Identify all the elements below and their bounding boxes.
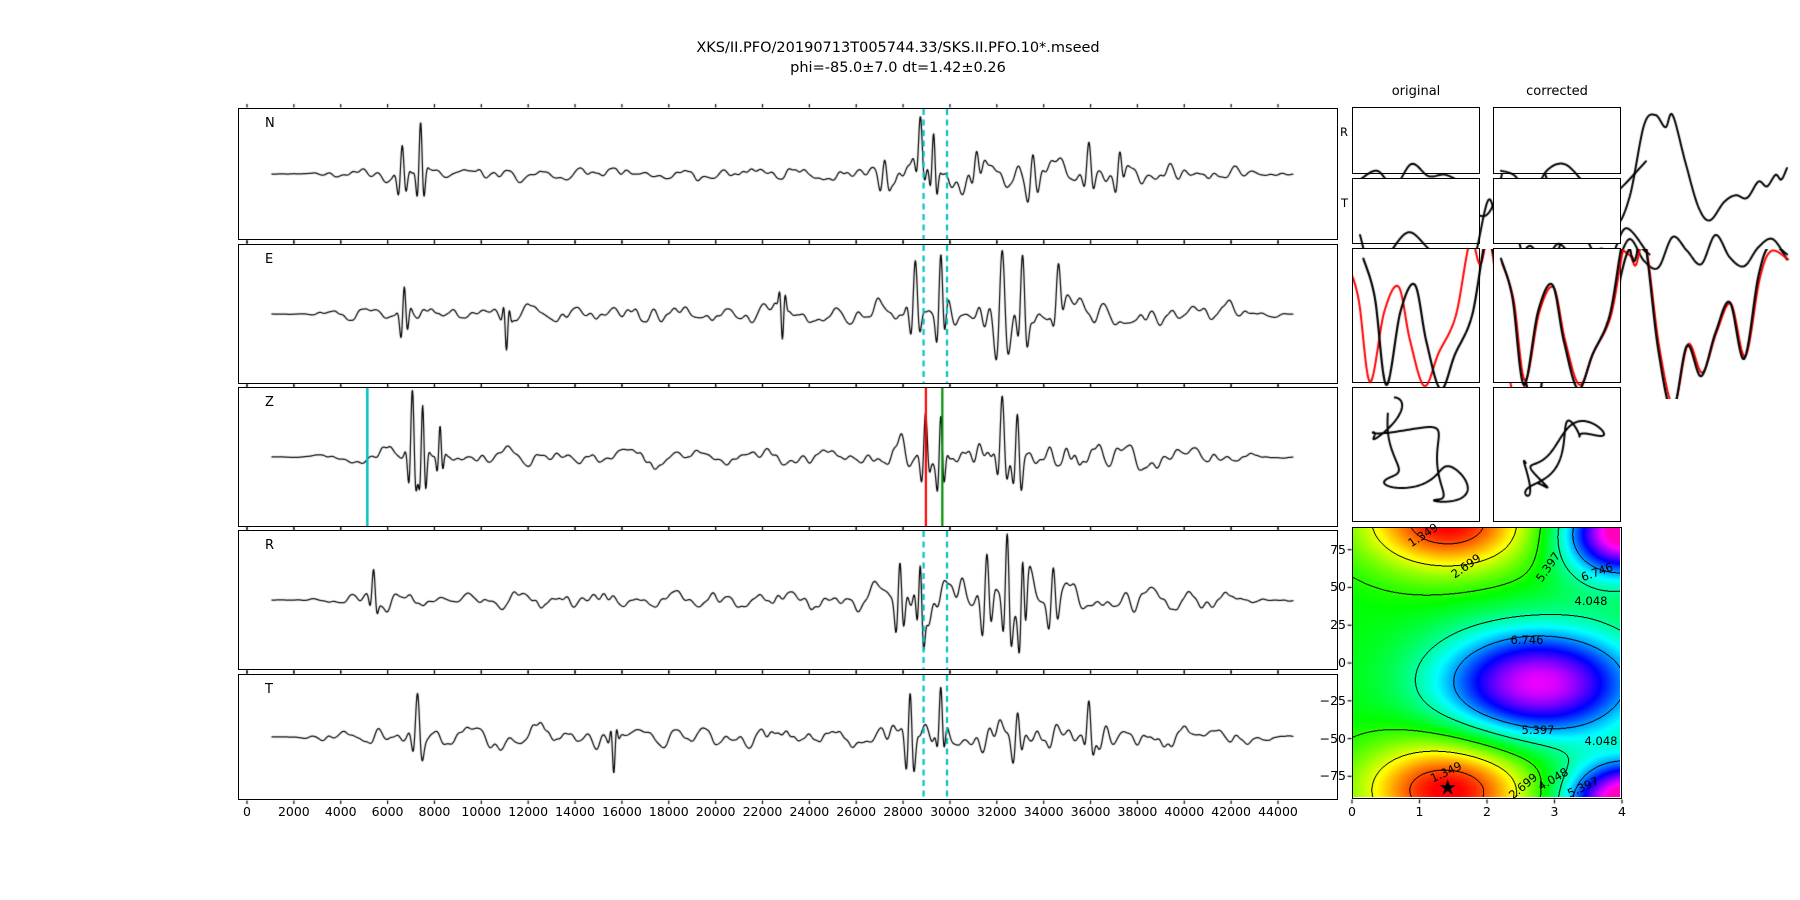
x-tick-label: 14000	[555, 804, 595, 819]
x-tick-label: 4000	[324, 804, 357, 819]
mini-row-label-t: T	[1340, 196, 1348, 210]
heatmap-y-tick-label: 25	[1330, 617, 1346, 633]
heatmap-y-tick-label: −50	[1319, 730, 1346, 746]
heatmap-x-tick-label: 0	[1348, 804, 1356, 819]
panel-label-z: Z	[265, 395, 274, 410]
x-tick-label: 28000	[883, 804, 923, 819]
x-tick-label: 26000	[836, 804, 877, 819]
mini-overlay-corrected	[1494, 249, 1794, 399]
mini-panel-motion-corrected	[1493, 387, 1621, 522]
x-tick-label: 22000	[742, 804, 783, 819]
seismogram-trace-r	[239, 531, 1337, 669]
x-tick-label: 0	[243, 804, 251, 819]
column-label-original: original	[1391, 84, 1441, 99]
heatmap-y-tick-label: 75	[1330, 541, 1346, 557]
x-tick-label: 44000	[1258, 804, 1298, 819]
x-tick-label: 38000	[1117, 804, 1158, 819]
waveform-panel-n: N	[238, 108, 1338, 240]
x-tick-label: 40000	[1164, 804, 1205, 819]
mini-panel-overlay-corrected	[1493, 248, 1794, 399]
x-tick-label: 12000	[508, 804, 549, 819]
mini-panel-r-corrected	[1493, 107, 1794, 258]
x-tick-label: 16000	[602, 804, 642, 819]
waveform-panel-e: E	[238, 244, 1338, 384]
error-surface-panel: ★ 1.349 2.699 5.397 6.746 4.048 6.746 5.397 4.0…	[1352, 520, 1622, 802]
figure-subtitle: phi=-85.0±7.0 dt=1.42±0.26	[790, 60, 1006, 76]
contour-label: 5.397	[1521, 723, 1555, 737]
mini-panel-r-original	[1352, 107, 1653, 258]
heatmap-x-tick-label: 1	[1415, 804, 1424, 819]
mini-panel-motion-original	[1352, 387, 1480, 522]
heatmap-y-tick-label: 50	[1330, 579, 1346, 595]
panel-label-t: T	[265, 682, 273, 697]
x-tick-label: 30000	[930, 804, 970, 819]
seismogram-trace-z	[239, 388, 1337, 526]
waveform-panel-t: T	[238, 674, 1338, 800]
mini-panel-overlay-original	[1352, 248, 1653, 399]
x-tick-label: 20000	[695, 804, 736, 819]
heatmap-y-tick-label: −25	[1319, 692, 1346, 708]
contour-label: 6.746	[1510, 633, 1544, 647]
x-tick-label: 42000	[1211, 804, 1252, 819]
figure-title: XKS/II.PFO/20190713T005744.33/SKS.II.PFO…	[696, 40, 1100, 56]
x-tick-label: 24000	[789, 804, 830, 819]
particle-motion-original	[1353, 388, 1479, 521]
waveform-panel-r: R	[238, 530, 1338, 670]
heatmap-y-tick-label: −75	[1319, 768, 1346, 784]
x-tick-label: 36000	[1070, 804, 1111, 819]
best-fit-star-marker: ★	[1438, 775, 1458, 800]
particle-motion-corrected	[1494, 388, 1620, 521]
mini-panel-t-corrected	[1493, 178, 1794, 329]
x-tick-label: 2000	[277, 804, 310, 819]
seismogram-trace-e	[239, 245, 1337, 383]
heatmap-x-tick-label: 3	[1550, 804, 1559, 819]
mini-panel-t-original	[1352, 178, 1653, 329]
x-tick-label: 10000	[461, 804, 502, 819]
heatmap-x-tick-label: 2	[1483, 804, 1491, 819]
column-label-corrected: corrected	[1526, 84, 1588, 99]
contour-label: 4.048	[1584, 734, 1618, 748]
x-tick-label: 6000	[371, 804, 404, 819]
x-tick-label: 32000	[976, 804, 1017, 819]
mini-row-label-r: R	[1340, 125, 1348, 139]
seismogram-trace-n	[239, 109, 1337, 239]
x-tick-label: 8000	[418, 804, 451, 819]
heatmap-y-tick-label: 0	[1338, 655, 1346, 670]
seismogram-trace-t	[239, 675, 1337, 799]
x-tick-label: 18000	[648, 804, 689, 819]
waveform-panel-z: Z	[238, 387, 1338, 527]
contour-label: 4.048	[1574, 594, 1608, 608]
panel-label-r: R	[265, 538, 275, 553]
error-surface-canvas	[1353, 528, 1620, 797]
panel-label-n: N	[265, 116, 275, 131]
x-tick-label: 34000	[1023, 804, 1064, 819]
heatmap-x-tick-label: 4	[1618, 804, 1626, 819]
panel-label-e: E	[265, 252, 274, 267]
